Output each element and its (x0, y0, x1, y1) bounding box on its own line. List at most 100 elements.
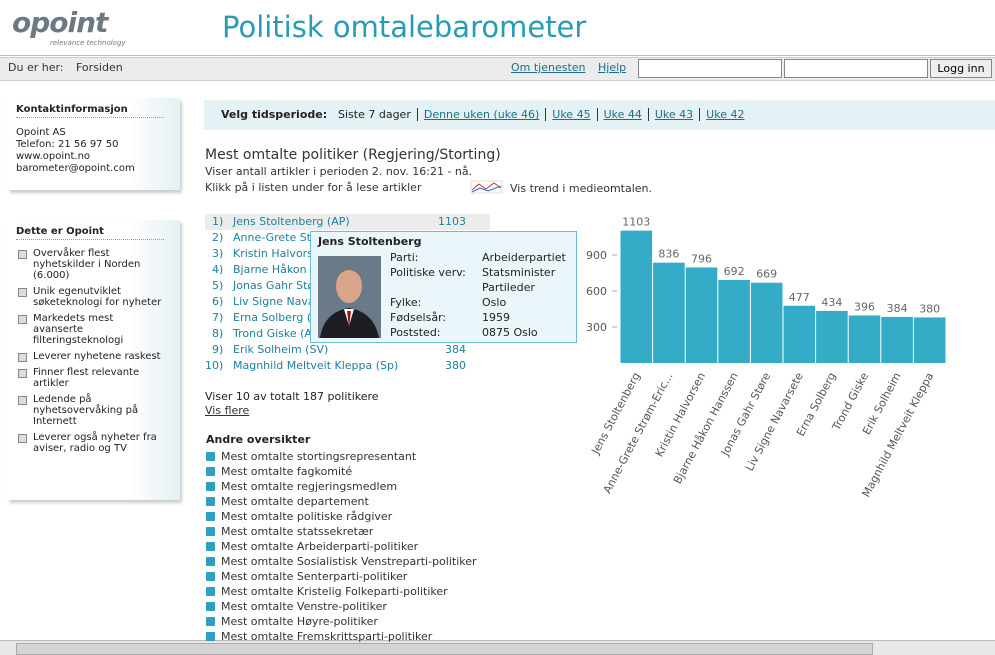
nav-link[interactable]: Hjelp (598, 61, 627, 74)
bullet-icon (18, 434, 27, 443)
period-option[interactable]: Uke 44 (596, 108, 648, 121)
value-label: 477 (789, 291, 810, 304)
period-option[interactable]: Denne uken (uke 46) (416, 108, 545, 121)
article-count: 380 (445, 359, 466, 372)
value-label: 434 (821, 296, 842, 309)
link-icon (206, 602, 215, 611)
sidebar-title: Dette er Opoint (16, 226, 164, 240)
other-link[interactable]: Mest omtalte Kristelig Folkeparti-politi… (221, 585, 448, 598)
about-text: Ledende på nyhetsovervåking på Internett (33, 394, 139, 427)
login-button[interactable]: Logg inn (930, 59, 992, 78)
trend-icon (470, 180, 503, 194)
other-link[interactable]: Mest omtalte Venstre-politiker (221, 600, 387, 613)
politician-link[interactable]: Jens Stoltenberg (AP) (233, 215, 350, 228)
link-icon (206, 587, 215, 596)
sidebar-title: Kontaktinformasjon (16, 104, 164, 118)
bar (653, 262, 685, 363)
other-link[interactable]: Mest omtalte departement (221, 495, 369, 508)
link-icon (206, 467, 215, 476)
info-popup: Jens Stoltenberg Parti: Arbeiderpartiet Pol… (310, 231, 577, 343)
other-link[interactable]: Mest omtalte Arbeiderparti-politiker (221, 540, 419, 553)
trend-link[interactable]: Vis trend i medieomtalen. (510, 182, 653, 195)
about-list: Overvåker flest nyhetskilder i Norden (6… (18, 248, 163, 459)
instruction: Klikk på i listen under for å lese artik… (205, 181, 422, 194)
bullet-icon (18, 369, 27, 378)
contact-line: www.opoint.no (16, 151, 91, 162)
politician-link[interactable]: Magnhild Meltveit Kleppa (Sp) (233, 359, 399, 372)
search-input[interactable] (638, 59, 782, 78)
about-text: Unik egenutviklet søketeknologi for nyhe… (33, 286, 162, 308)
nav-link[interactable]: Om tjenesten (511, 61, 586, 74)
period-label: Velg tidsperiode: (221, 108, 328, 121)
other-link[interactable]: Mest omtalte statssekretær (221, 525, 374, 538)
link-icon (206, 452, 215, 461)
password-input[interactable] (784, 59, 928, 78)
rank: 10) (205, 359, 224, 372)
value-label: 396 (854, 300, 875, 313)
bar (718, 279, 750, 363)
bar (913, 317, 946, 363)
politician-link[interactable]: Trond Giske (AP) (233, 327, 323, 340)
bar (848, 315, 881, 363)
other-link[interactable]: Mest omtalte fagkomité (221, 465, 353, 478)
other-link[interactable]: Mest omtalte politiske rådgiver (221, 510, 393, 523)
other-title: Andre oversikter (206, 433, 311, 446)
field-label: Fylke: (390, 296, 422, 309)
link-icon (206, 482, 215, 491)
value-label: 836 (658, 248, 679, 261)
about-item: Ledende på nyhetsovervåking på Internett (18, 394, 163, 427)
scrollbar (0, 640, 995, 655)
other-link[interactable]: Mest omtalte Senterparti-politiker (221, 570, 408, 583)
breadcrumb: Forsiden (76, 61, 123, 74)
value-label: 692 (724, 265, 745, 278)
other-link[interactable]: Mest omtalte Sosialistisk Venstreparti-p… (221, 555, 477, 568)
link-icon (206, 632, 215, 641)
rank: 2) (212, 231, 224, 244)
field-label: Poststed: (390, 326, 441, 339)
bullet-icon (18, 250, 27, 259)
other-link[interactable]: Mest omtalte stortingsrepresentant (221, 450, 417, 463)
field-label: Fødselsår: (390, 311, 447, 324)
field-label: Politiske verv: (390, 266, 466, 279)
link-icon (206, 497, 215, 506)
rank: 5) (212, 279, 224, 292)
x-tick-label: Liv Signe Navarsete (743, 370, 806, 473)
bullet-icon (18, 396, 27, 405)
contact-line: Opoint AS (16, 127, 66, 138)
other-link[interactable]: Mest omtalte Fremskrittsparti-politiker (221, 630, 433, 643)
other-link[interactable]: Mest omtalte regjeringsmedlem (221, 480, 398, 493)
bar (620, 230, 653, 363)
portrait (318, 256, 381, 338)
row-highlight (205, 214, 490, 230)
politician-link[interactable]: Erik Solheim (SV) (233, 343, 329, 356)
link-icon (206, 527, 215, 536)
contact-line: Telefon: 21 56 97 50 (16, 139, 119, 150)
value-label: 380 (919, 302, 940, 315)
politician-link[interactable]: Erna Solberg (H) (233, 311, 324, 324)
about-item: Finner flest relevante artikler (18, 367, 163, 389)
field-value: Partileder (482, 281, 535, 294)
period-option[interactable]: Uke 45 (545, 108, 596, 121)
rank: 6) (212, 295, 224, 308)
link-icon (206, 557, 215, 566)
y-tick-label: 900 (586, 249, 607, 262)
article-count: 1103 (438, 215, 466, 228)
about-item: Markedets mest avanserte filteringstekno… (18, 313, 163, 346)
rank: 9) (212, 343, 224, 356)
rank: 1) (212, 215, 224, 228)
period-option[interactable]: Uke 42 (699, 108, 750, 121)
period-option[interactable]: Siste 7 dager (338, 108, 411, 121)
y-tick-label: 600 (586, 285, 607, 298)
page-title: Politisk omtalebarometer (222, 10, 587, 44)
link-icon (206, 542, 215, 551)
value-label: 796 (691, 252, 712, 265)
logo: opoint (12, 6, 108, 39)
bar (685, 267, 718, 363)
bullet-icon (18, 315, 27, 324)
about-text: Finner flest relevante artikler (33, 367, 140, 389)
period-option[interactable]: Uke 43 (647, 108, 699, 121)
more-link[interactable]: Vis flere (205, 404, 250, 417)
other-link[interactable]: Mest omtalte Høyre-politiker (221, 615, 378, 628)
